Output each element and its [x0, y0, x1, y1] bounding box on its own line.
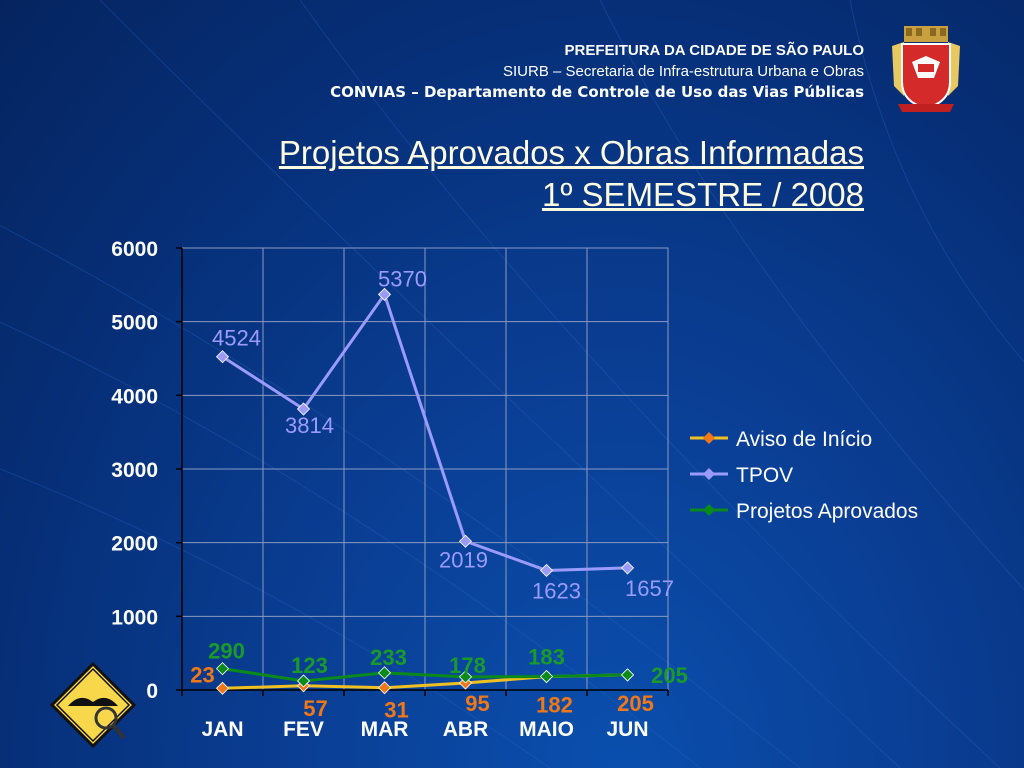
projetos-point [215, 662, 230, 676]
y-tick-label: 0 [146, 680, 158, 703]
tpov-point [539, 563, 554, 578]
aviso-point [215, 681, 230, 695]
aviso-data-label: 23 [190, 662, 214, 687]
projetos-point [620, 668, 635, 682]
legend-item-projetos: Projetos Aprovados [690, 500, 918, 523]
projetos-point [458, 670, 473, 684]
tpov-data-label: 2019 [439, 547, 488, 572]
projetos-data-label: 233 [370, 645, 407, 670]
aviso-data-label: 182 [536, 693, 573, 718]
header-line-2: SIURB – Secretaria de Infra-estrutura Ur… [503, 63, 864, 80]
x-tick-label: MAR [361, 718, 409, 741]
projetos-data-label: 205 [651, 663, 688, 688]
y-tick-label: 4000 [111, 385, 158, 408]
header: PREFEITURA DA CIDADE DE SÃO PAULO SIURB … [330, 40, 864, 103]
y-tick-label: 3000 [111, 459, 158, 482]
y-tick-label: 1000 [111, 606, 158, 629]
page-title: Projetos Aprovados x Obras Informadas 1º… [279, 132, 864, 216]
legend-label: Projetos Aprovados [736, 500, 918, 523]
legend-item-aviso: Aviso de Início [690, 428, 872, 451]
projetos-data-label: 123 [291, 653, 328, 678]
legend-marker [703, 468, 715, 480]
y-tick-label: 6000 [111, 238, 158, 261]
projetos-data-label: 290 [208, 639, 245, 664]
tpov-data-label: 1657 [625, 576, 674, 601]
tpov-data-label: 4524 [212, 326, 261, 351]
header-line-1: PREFEITURA DA CIDADE DE SÃO PAULO [564, 42, 864, 59]
aviso-data-label: 31 [384, 698, 408, 723]
tpov-point [296, 402, 311, 416]
x-tick-label: ABR [443, 718, 489, 741]
projetos-data-label: 178 [449, 653, 486, 678]
aviso-data-label: 57 [303, 696, 327, 721]
tpov-data-label: 1623 [532, 578, 581, 603]
legend-item-tpov: TPOV [690, 464, 793, 487]
legend-label: TPOV [736, 464, 793, 487]
y-tick-label: 5000 [111, 312, 158, 335]
tpov-data-label: 5370 [378, 266, 427, 291]
projetos-line [222, 667, 628, 683]
x-tick-label: JAN [201, 718, 243, 741]
aviso-data-label: 205 [617, 691, 654, 716]
header-line-3: CONVIAS – Departamento de Controle de Us… [330, 83, 864, 101]
tpov-data-label: 3814 [285, 413, 334, 438]
legend-marker [703, 432, 715, 444]
projetos-data-label: 183 [528, 645, 565, 670]
tpov-point [377, 287, 392, 301]
x-tick-label: JUN [606, 718, 648, 741]
aviso-data-label: 95 [465, 691, 489, 716]
tpov-point [620, 561, 635, 575]
tpov-point [458, 534, 473, 548]
title-line-2: 1º SEMESTRE / 2008 [541, 176, 864, 213]
projetos-point [377, 666, 392, 680]
legend-marker [703, 504, 715, 516]
y-tick-label: 2000 [111, 533, 158, 556]
tpov-line [221, 292, 628, 572]
legend-label: Aviso de Início [736, 428, 872, 451]
road-sign-logo-icon [50, 662, 136, 748]
aviso-point [377, 681, 392, 695]
x-tick-label: MAIO [519, 718, 574, 741]
projetos-point [296, 674, 311, 688]
projetos-point [539, 669, 554, 684]
tpov-point [215, 350, 230, 364]
city-coat-of-arms-icon [892, 26, 960, 112]
title-line-1: Projetos Aprovados x Obras Informadas [278, 134, 864, 171]
x-tick-label: FEV [283, 718, 324, 741]
